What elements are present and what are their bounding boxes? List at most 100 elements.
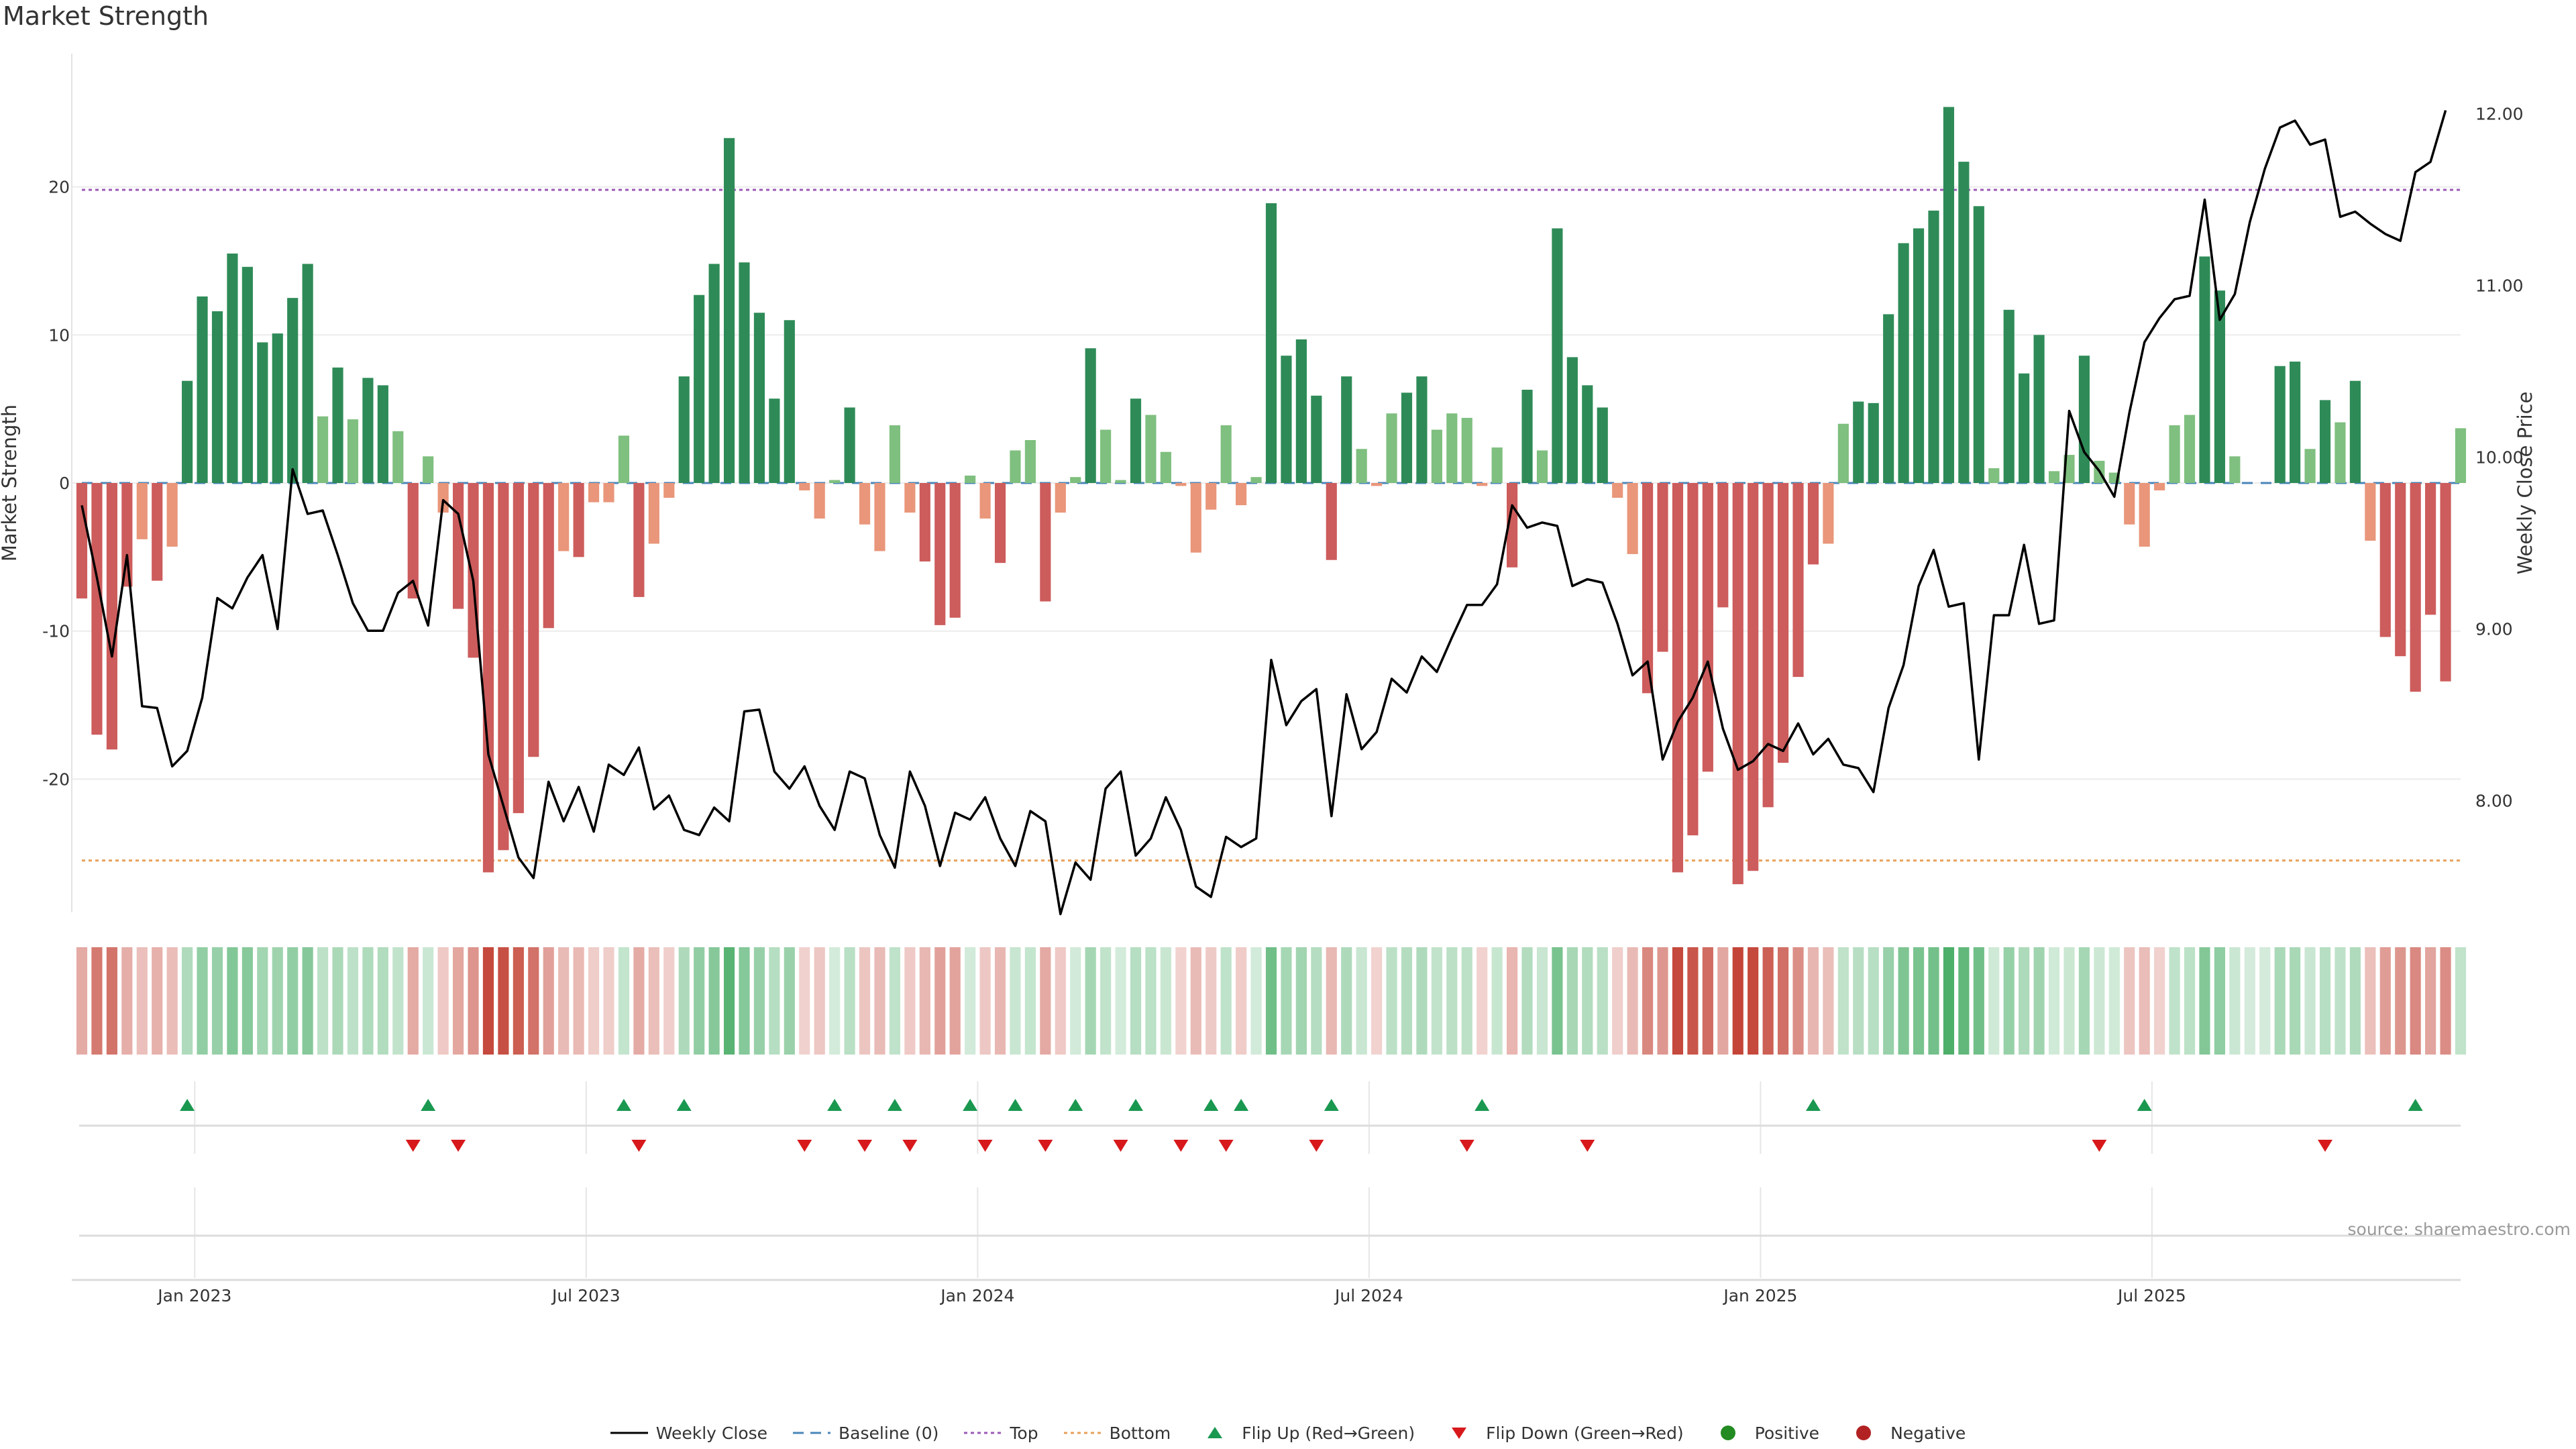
strength-bar: [618, 435, 630, 483]
strength-bar: [2395, 483, 2406, 657]
heat-cell: [1868, 947, 1879, 1055]
heat-cell: [633, 947, 645, 1055]
strength-bar: [2214, 290, 2225, 483]
y-tick-label-right: 11.00: [2475, 276, 2524, 296]
strength-heat-strip: [76, 947, 2467, 1055]
x-tick-label: Jan 2024: [939, 1286, 1014, 1305]
legend-label: Flip Down (Green→Red): [1486, 1423, 1684, 1443]
strength-bar: [2169, 425, 2180, 483]
strength-bar: [76, 483, 88, 599]
strength-bar: [91, 483, 103, 735]
heat-cell: [603, 947, 614, 1055]
heat-cell: [91, 947, 103, 1055]
strength-bar: [859, 483, 871, 525]
heat-cell: [1717, 947, 1729, 1055]
strength-bar: [799, 483, 810, 491]
heat-cell: [919, 947, 930, 1055]
heat-cell: [1943, 947, 1955, 1055]
heat-cell: [528, 947, 539, 1055]
chart-title: Market Strength: [3, 1, 209, 31]
heat-cell: [423, 947, 434, 1055]
strength-bar: [1190, 483, 1201, 553]
flip-up-marker: [827, 1099, 843, 1111]
y-tick-label-left: 10: [48, 325, 70, 345]
x-tick-label: Jul 2024: [1334, 1286, 1403, 1305]
strength-bar: [1401, 392, 1413, 483]
strength-bar: [1597, 407, 1608, 483]
strength-bar: [2124, 483, 2135, 525]
heat-cell: [1265, 947, 1277, 1055]
heat-cell: [407, 947, 419, 1055]
flip-up-marker: [963, 1099, 978, 1111]
strength-bar: [1507, 483, 1518, 568]
legend-swatch: [1720, 1426, 1735, 1440]
heat-cell: [2365, 947, 2376, 1055]
strength-bar: [287, 298, 299, 483]
heat-cell: [1732, 947, 1743, 1055]
strength-bar: [1973, 206, 1984, 483]
heat-cell: [302, 947, 313, 1055]
heat-cell: [2003, 947, 2015, 1055]
heat-cell: [1190, 947, 1201, 1055]
flip-up-marker: [1068, 1099, 1083, 1111]
strength-bar: [2003, 309, 2015, 483]
strength-bar: [106, 483, 117, 750]
heat-cell: [152, 947, 163, 1055]
heat-cell: [182, 947, 193, 1055]
heat-cell: [2019, 947, 2030, 1055]
y-axis-label-left: Market Strength: [0, 405, 21, 561]
strength-bar: [423, 456, 434, 483]
strength-bar: [392, 431, 404, 483]
heat-cell: [1612, 947, 1623, 1055]
heat-cell: [377, 947, 388, 1055]
legend-label: Positive: [1754, 1423, 1820, 1443]
flip-down-marker: [2318, 1140, 2333, 1152]
strength-bar: [949, 483, 961, 618]
strength-bar: [2304, 449, 2316, 483]
heat-cell: [1160, 947, 1171, 1055]
strength-bar: [241, 266, 253, 483]
y-tick-label-right: 12.00: [2475, 105, 2524, 124]
strength-bar: [1431, 429, 1442, 483]
heat-cell: [1837, 947, 1849, 1055]
heat-cell: [2349, 947, 2361, 1055]
heat-cell: [1792, 947, 1804, 1055]
flip-down-marker: [405, 1140, 421, 1152]
heat-cell: [2063, 947, 2075, 1055]
strength-bar: [1898, 243, 1909, 483]
heat-cell: [558, 947, 570, 1055]
strength-bar: [197, 296, 208, 483]
flip-up-marker: [676, 1099, 692, 1111]
flip-down-marker: [1218, 1140, 1234, 1152]
strength-bar: [1341, 376, 1352, 483]
legend-item-positive: Positive: [1709, 1424, 1819, 1443]
strength-bar: [1853, 401, 1864, 483]
strength-bar: [2290, 362, 2301, 483]
strength-bar: [1566, 357, 1578, 483]
heat-cell: [1461, 947, 1472, 1055]
legend-label: Weekly Close: [655, 1423, 768, 1443]
legend-label: Top: [1010, 1423, 1038, 1443]
heat-cell: [1100, 947, 1112, 1055]
flip-down-marker: [1309, 1140, 1324, 1152]
heat-cell: [1883, 947, 1894, 1055]
strength-bar: [2184, 415, 2196, 483]
strength-bar: [272, 333, 283, 483]
flip-up-marker: [1128, 1099, 1144, 1111]
strength-bar: [1477, 483, 1488, 486]
heat-cell: [2304, 947, 2316, 1055]
heat-cell: [648, 947, 659, 1055]
strength-bar: [1883, 314, 1894, 483]
heat-cell: [287, 947, 299, 1055]
heat-cell: [753, 947, 765, 1055]
strength-bar: [769, 398, 780, 483]
heat-cell: [844, 947, 855, 1055]
strength-bar: [362, 378, 374, 483]
heat-cell: [2184, 947, 2196, 1055]
strength-bar: [1461, 417, 1472, 483]
heat-cell: [1446, 947, 1458, 1055]
heat-cell: [1521, 947, 1533, 1055]
heat-cell: [1627, 947, 1638, 1055]
heat-cell: [1431, 947, 1442, 1055]
flip-down-marker: [1580, 1140, 1595, 1152]
